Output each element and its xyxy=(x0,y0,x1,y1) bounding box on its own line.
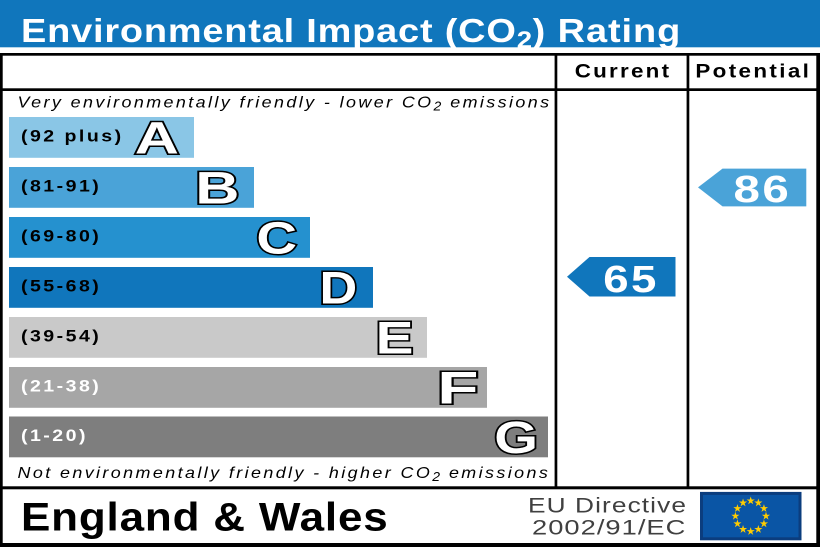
svg-text:2002/91/EC: 2002/91/EC xyxy=(532,516,686,539)
svg-text:E: E xyxy=(376,313,414,363)
svg-text:F: F xyxy=(437,364,478,414)
svg-text:C: C xyxy=(256,213,297,263)
svg-text:(92 plus): (92 plus) xyxy=(21,126,124,145)
svg-text:(39-54): (39-54) xyxy=(21,326,101,345)
svg-text:Not environmentally friendly -: Not environmentally friendly - higher CO… xyxy=(18,464,551,484)
svg-text:D: D xyxy=(320,264,358,314)
svg-text:England & Wales: England & Wales xyxy=(21,494,389,539)
svg-text:(55-68): (55-68) xyxy=(21,276,101,295)
svg-text:B: B xyxy=(195,163,239,213)
svg-text:65: 65 xyxy=(603,258,659,301)
svg-text:Current: Current xyxy=(575,61,672,82)
svg-text:EU Directive: EU Directive xyxy=(528,494,687,518)
svg-text:Environmental Impact (CO2) Rat: Environmental Impact (CO2) Rating xyxy=(21,12,681,53)
svg-text:G: G xyxy=(494,412,538,462)
svg-text:(21-38): (21-38) xyxy=(21,376,101,395)
svg-text:Potential: Potential xyxy=(695,61,811,82)
svg-text:(69-80): (69-80) xyxy=(21,226,101,245)
svg-text:86: 86 xyxy=(733,168,791,210)
svg-text:(81-91): (81-91) xyxy=(21,176,101,195)
svg-text:A: A xyxy=(135,113,179,163)
svg-text:(1-20): (1-20) xyxy=(21,425,88,444)
svg-text:Very environmentally friendly: Very environmentally friendly - lower CO… xyxy=(18,93,552,113)
